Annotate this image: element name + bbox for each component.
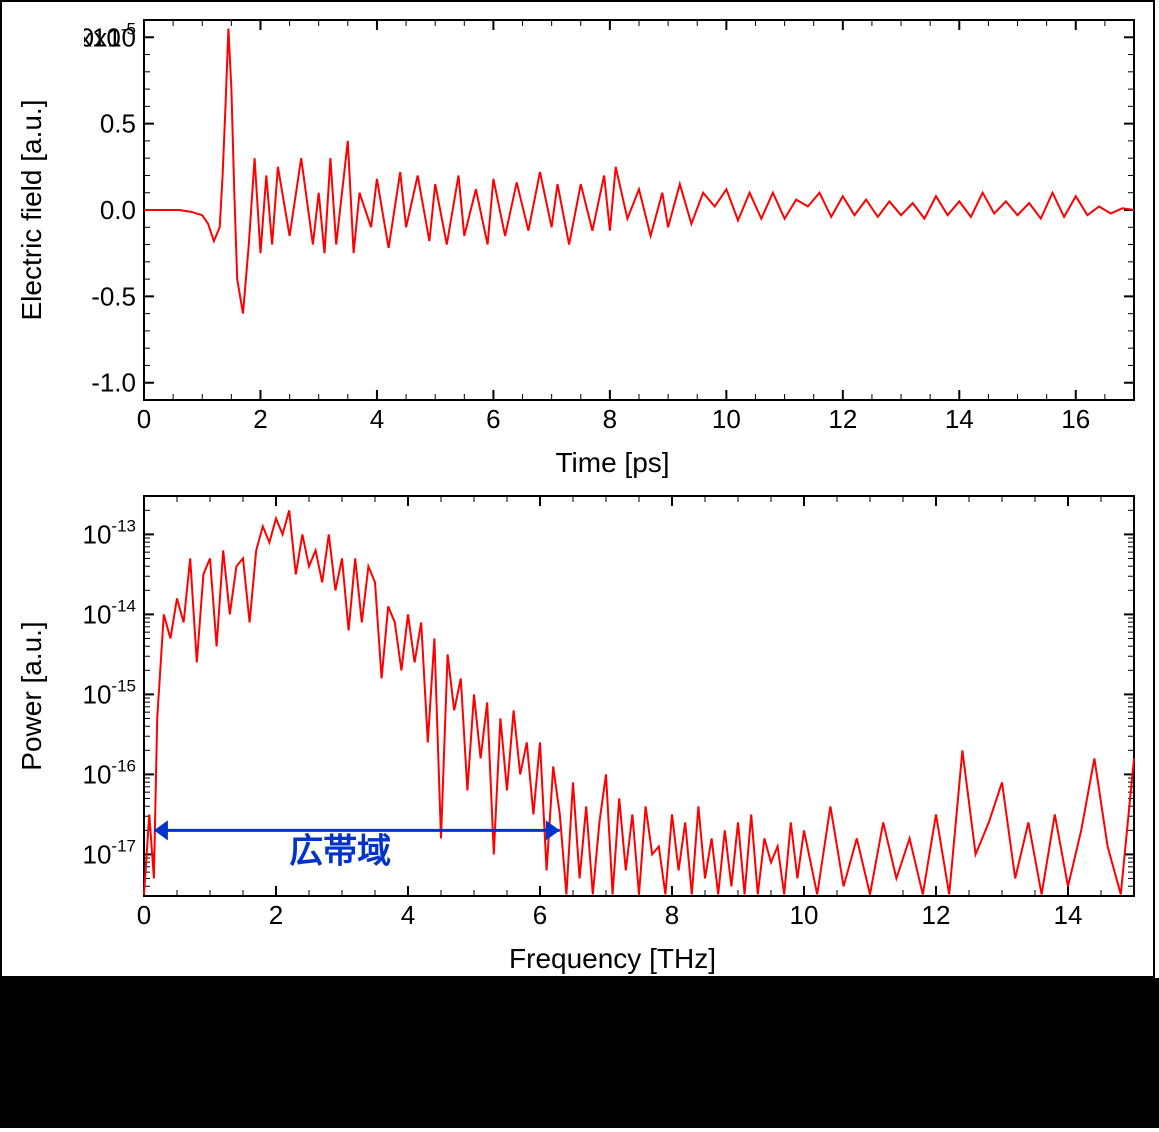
time-domain-chart: Electric field [a.u.] 0 2 4 6 8 10 12 14 16 -1.0 -…	[14, 10, 1141, 480]
svg-text:10-15: 10-15	[84, 676, 136, 709]
broadband-annotation: 広帯域	[289, 832, 391, 870]
svg-text:8: 8	[603, 404, 617, 434]
svg-text:-1.0: -1.0	[91, 368, 136, 398]
svg-text:10-14: 10-14	[84, 596, 136, 629]
time-xlabel: Time [ps]	[84, 447, 1141, 479]
freq-domain-chart: Power [a.u.] 0 2 4 6 8 10 12 14 10-17 10-16 10-15 1…	[14, 486, 1141, 976]
svg-text:0.0: 0.0	[100, 195, 136, 225]
svg-text:12: 12	[828, 404, 857, 434]
svg-text:10-13: 10-13	[84, 516, 136, 549]
svg-text:2: 2	[269, 900, 283, 930]
time-ylabel: Electric field [a.u.]	[16, 100, 48, 321]
svg-text:0: 0	[137, 900, 151, 930]
freq-ylabel: Power [a.u.]	[16, 621, 48, 770]
svg-text:10-16: 10-16	[84, 756, 136, 789]
svg-text:0: 0	[137, 404, 151, 434]
figure-frame: Electric field [a.u.] 0 2 4 6 8 10 12 14 16 -1.0 -…	[0, 0, 1155, 978]
bottom-black-strip	[0, 978, 1159, 1128]
svg-text:16: 16	[1061, 404, 1090, 434]
svg-text:8: 8	[665, 900, 679, 930]
svg-text:14: 14	[1054, 900, 1083, 930]
svg-text:10-17: 10-17	[84, 836, 136, 869]
svg-text:4: 4	[401, 900, 415, 930]
svg-text:6: 6	[533, 900, 547, 930]
svg-text:-0.5: -0.5	[91, 281, 136, 311]
time-domain-svg: 0246810121416-1.0-0.50.00.51.0x101.0x10-…	[84, 10, 1144, 440]
svg-text:12: 12	[922, 900, 951, 930]
freq-domain-svg: 0 2 4 6 8 10 12 14 10-17 10-16 10-15 10-14 10-13 広帯域	[84, 486, 1144, 936]
svg-text:10: 10	[790, 900, 819, 930]
svg-text:14: 14	[945, 404, 974, 434]
svg-text:2: 2	[253, 404, 267, 434]
svg-text:10: 10	[712, 404, 741, 434]
svg-text:4: 4	[370, 404, 384, 434]
svg-text:0.5: 0.5	[100, 109, 136, 139]
freq-xlabel: Frequency [THz]	[84, 943, 1141, 975]
svg-text:6: 6	[486, 404, 500, 434]
